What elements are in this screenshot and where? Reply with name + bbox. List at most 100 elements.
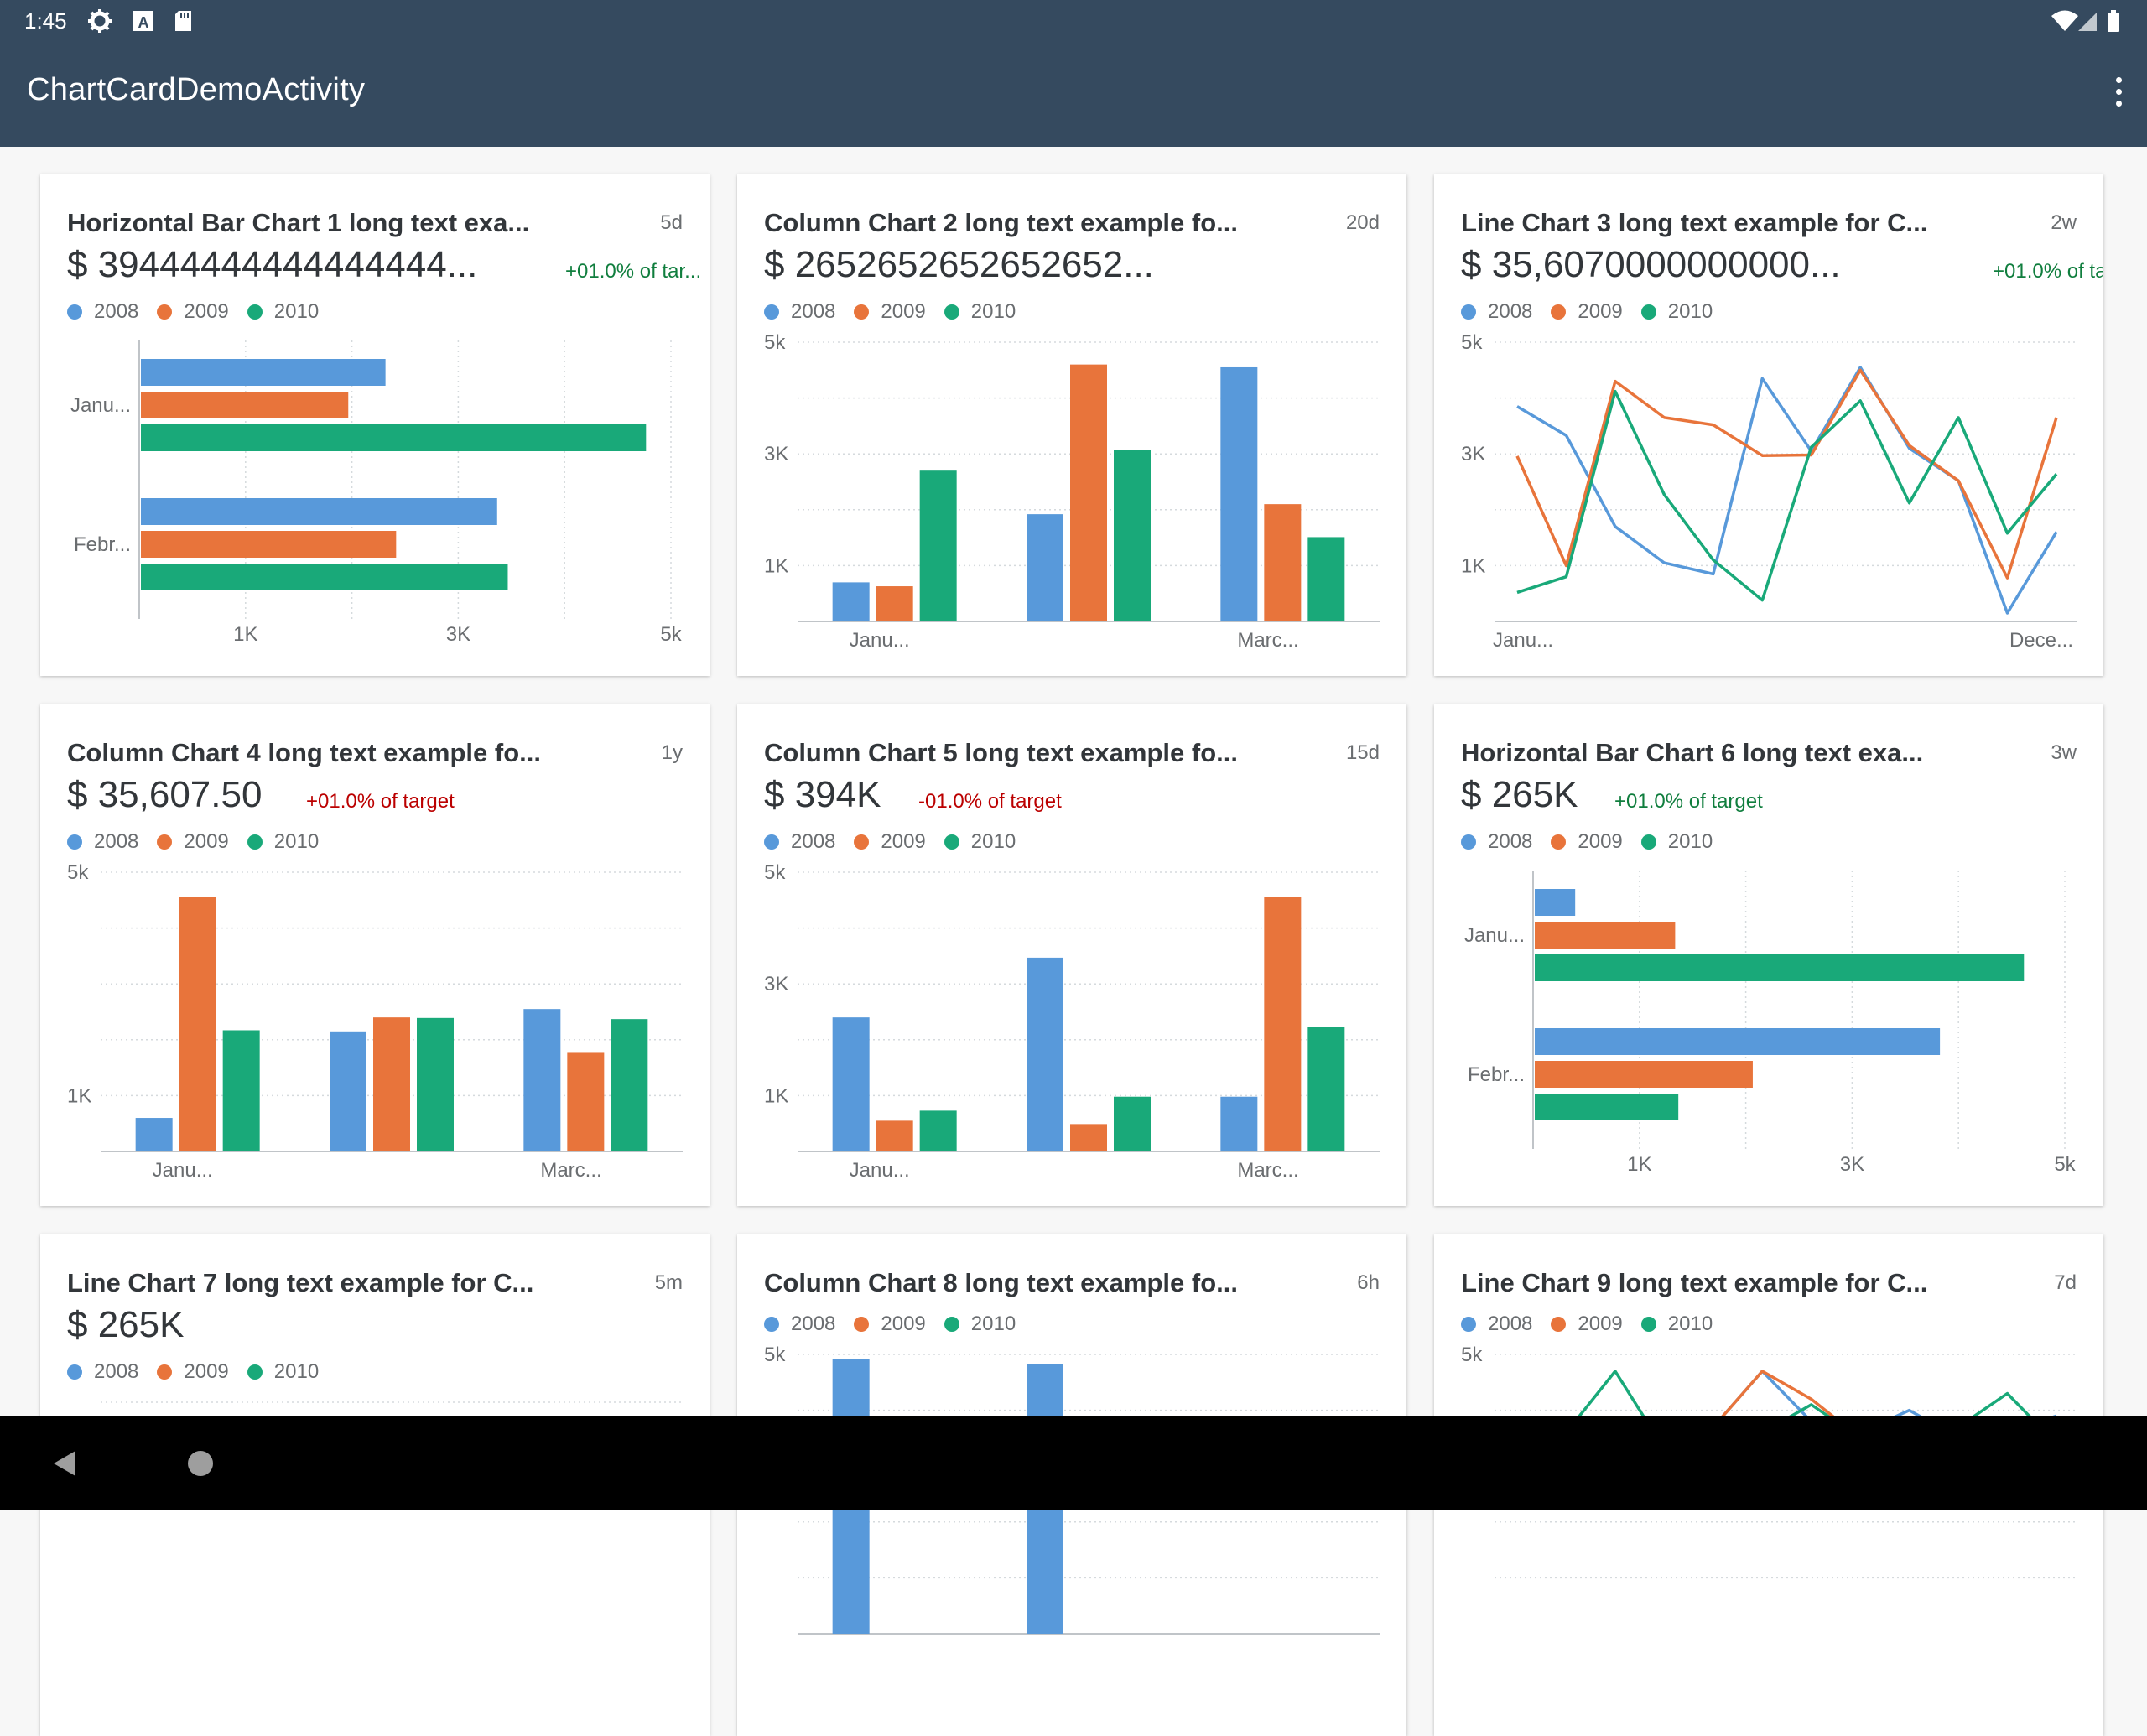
sd-card-icon [175, 11, 191, 31]
bar-2010-3 [611, 1019, 648, 1151]
legend-item-2009: 2009 [854, 830, 926, 854]
card-timestamp: 3w [2051, 741, 2077, 764]
bar-2009-1 [141, 392, 349, 418]
legend-dot-icon [247, 304, 263, 320]
x-category-label: Janu... [850, 629, 910, 652]
chart-card-3[interactable]: Line Chart 3 long text example for C... 2… [1434, 174, 2103, 676]
bar-2008-2 [1027, 514, 1063, 621]
legend-dot-icon [157, 834, 173, 850]
y-tick-label: 5k [1461, 1346, 1483, 1366]
chart-legend: 2008 2009 2010 [1461, 300, 1731, 324]
chart-card-5[interactable]: Column Chart 5 long text example fo... 15… [737, 704, 1406, 1206]
y-category-label: Febr... [74, 533, 131, 556]
legend-label: 2010 [1667, 300, 1713, 323]
legend-item-2009: 2009 [1551, 1312, 1623, 1336]
legend-dot-icon [247, 1364, 263, 1380]
chart-card-6[interactable]: Horizontal Bar Chart 6 long text exa... 3… [1434, 704, 2103, 1206]
legend-label: 2008 [94, 1360, 139, 1383]
legend-label: 2009 [184, 830, 229, 853]
x-tick-label: 3K [446, 623, 470, 646]
bar-2010-2 [417, 1017, 454, 1151]
legend-label: 2009 [1578, 1312, 1623, 1335]
more-vert-icon[interactable] [2113, 77, 2124, 111]
legend-label: 2008 [1488, 830, 1533, 853]
legend-item-2009: 2009 [1551, 830, 1623, 854]
card-kpi-value: $ 265K [1461, 774, 1578, 815]
chart-card-1[interactable]: Horizontal Bar Chart 1 long text exa... 5… [40, 174, 710, 676]
y-category-label: Janu... [70, 394, 131, 417]
legend-label: 2008 [791, 1312, 836, 1335]
bar-2009-1 [1535, 922, 1676, 949]
y-tick-label: 3K [764, 973, 788, 995]
legend-item-2010: 2010 [1640, 830, 1713, 854]
chart-plot: 1K 3K 5k Janu... Marc... [764, 864, 1380, 1182]
legend-dot-icon [1461, 304, 1476, 320]
y-tick-label: 5k [67, 864, 89, 884]
legend-dot-icon [854, 834, 870, 850]
legend-label: 2010 [1667, 830, 1713, 853]
legend-dot-icon [1461, 834, 1476, 850]
bar-2008-3 [523, 1009, 561, 1151]
y-category-label: Janu... [1464, 924, 1525, 947]
card-title: Horizontal Bar Chart 6 long text exa... [1461, 738, 1924, 767]
x-category-label: Marc... [1237, 629, 1298, 652]
legend-item-2009: 2009 [1551, 300, 1623, 324]
chart-plot: 5k [1461, 1346, 2077, 1579]
y-tick-label: 3K [764, 443, 788, 465]
card-target-badge: +01.0% of tar... [1993, 260, 2103, 283]
legend-item-2010: 2010 [944, 300, 1016, 324]
app-bar: ChartCardDemoActivity [0, 42, 2147, 147]
x-tick-label: 1K [1627, 1153, 1651, 1176]
chart-card-2[interactable]: Column Chart 2 long text example fo... 20… [737, 174, 1406, 676]
legend-label: 2008 [791, 300, 836, 323]
legend-dot-icon [157, 1364, 173, 1380]
card-kpi-value: $ 394K [764, 774, 881, 815]
chart-legend: 2008 2009 2010 [764, 1312, 1034, 1336]
chart-legend: 2008 2009 2010 [764, 300, 1034, 324]
legend-dot-icon [854, 304, 870, 320]
legend-dot-icon [1640, 834, 1656, 850]
line-series-2008 [1516, 366, 2058, 615]
y-tick-label: 1K [1461, 554, 1485, 577]
line-series-2009 [1515, 368, 2058, 580]
x-category-label: Janu... [850, 1159, 910, 1182]
card-kpi-value: $ 35,6070000000000... [1461, 244, 1841, 285]
legend-label: 2009 [1578, 300, 1623, 323]
bar-2008-1 [832, 1017, 870, 1151]
card-target-badge: -01.0% of target [918, 790, 1062, 813]
battery-icon [2108, 10, 2119, 32]
chart-legend: 2008 2009 2010 [67, 1360, 337, 1384]
legend-label: 2010 [970, 1312, 1016, 1335]
legend-dot-icon [157, 304, 173, 320]
legend-item-2009: 2009 [854, 1312, 926, 1336]
bar-2009-2 [141, 531, 397, 558]
legend-label: 2008 [94, 300, 139, 323]
legend-item-2008: 2008 [1461, 300, 1532, 324]
bar-2009-3 [1264, 504, 1302, 621]
card-target-badge: +01.0% of tar... [565, 260, 702, 283]
legend-dot-icon [1640, 304, 1656, 320]
card-timestamp: 5d [660, 211, 683, 234]
chart-card-4[interactable]: Column Chart 4 long text example fo... 1y… [40, 704, 710, 1206]
bar-2009-2 [1070, 1124, 1107, 1151]
chart-legend: 2008 2009 2010 [67, 300, 337, 324]
y-tick-label: 5k [764, 1346, 786, 1366]
x-category-label: Dece... [2009, 629, 2073, 652]
legend-dot-icon [944, 304, 959, 320]
back-triangle-icon[interactable] [52, 1449, 77, 1478]
legend-label: 2009 [881, 1312, 926, 1335]
x-category-label: Janu... [1493, 629, 1553, 652]
home-circle-icon[interactable] [188, 1451, 213, 1476]
legend-dot-icon [247, 834, 263, 850]
legend-dot-icon [1461, 1317, 1476, 1332]
bar-2008-1 [1535, 889, 1576, 916]
y-tick-label: 1K [764, 554, 788, 577]
bar-2008-1 [135, 1118, 173, 1151]
bar-2009-3 [567, 1052, 605, 1151]
legend-dot-icon [764, 1317, 779, 1332]
bar-2009-2 [1070, 364, 1107, 621]
card-title: Column Chart 4 long text example fo... [67, 738, 541, 767]
x-tick-label: 3K [1840, 1153, 1864, 1176]
x-tick-label: 1K [233, 623, 257, 646]
bar-2010-3 [1307, 1027, 1345, 1151]
